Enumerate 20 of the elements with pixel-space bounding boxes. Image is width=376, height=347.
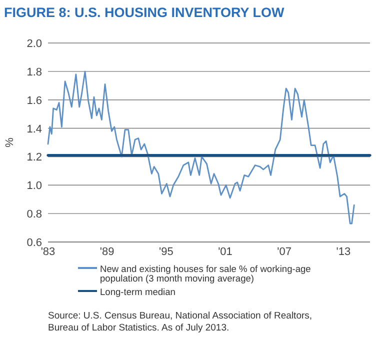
y-tick-label: 1.6	[26, 94, 42, 107]
y-tick-label: 1.8	[26, 66, 42, 78]
chart-title: FIGURE 8: U.S. HOUSING INVENTORY LOW	[4, 5, 285, 20]
y-tick-label: 1.4	[26, 123, 42, 136]
x-tick-label: '89	[100, 246, 114, 258]
legend-label: New and existing houses for sale % of working-age population (3 month moving average)	[100, 264, 311, 284]
x-tick-label: '83	[40, 246, 56, 258]
x-tick-label: '95	[158, 246, 174, 258]
y-tick-label: 2.0	[26, 38, 42, 50]
y-tick-label: 0.8	[26, 208, 42, 221]
x-tick-label: '07	[277, 246, 292, 258]
source-note: Source: U.S. Census Bureau, National Association of Realtors, Bureau of Labor Statistics. As of July 2013.	[48, 310, 312, 334]
y-tick-label: 1.0	[26, 180, 42, 192]
x-tick-label: '13	[336, 246, 351, 258]
y-axis-title: %	[4, 137, 16, 148]
legend-label: Long-term median	[100, 287, 176, 297]
y-tick-label: 1.2	[26, 152, 42, 164]
y-tick-label: 0.6	[26, 237, 42, 249]
line-series	[47, 70, 355, 224]
x-tick-label: '01	[218, 246, 232, 258]
